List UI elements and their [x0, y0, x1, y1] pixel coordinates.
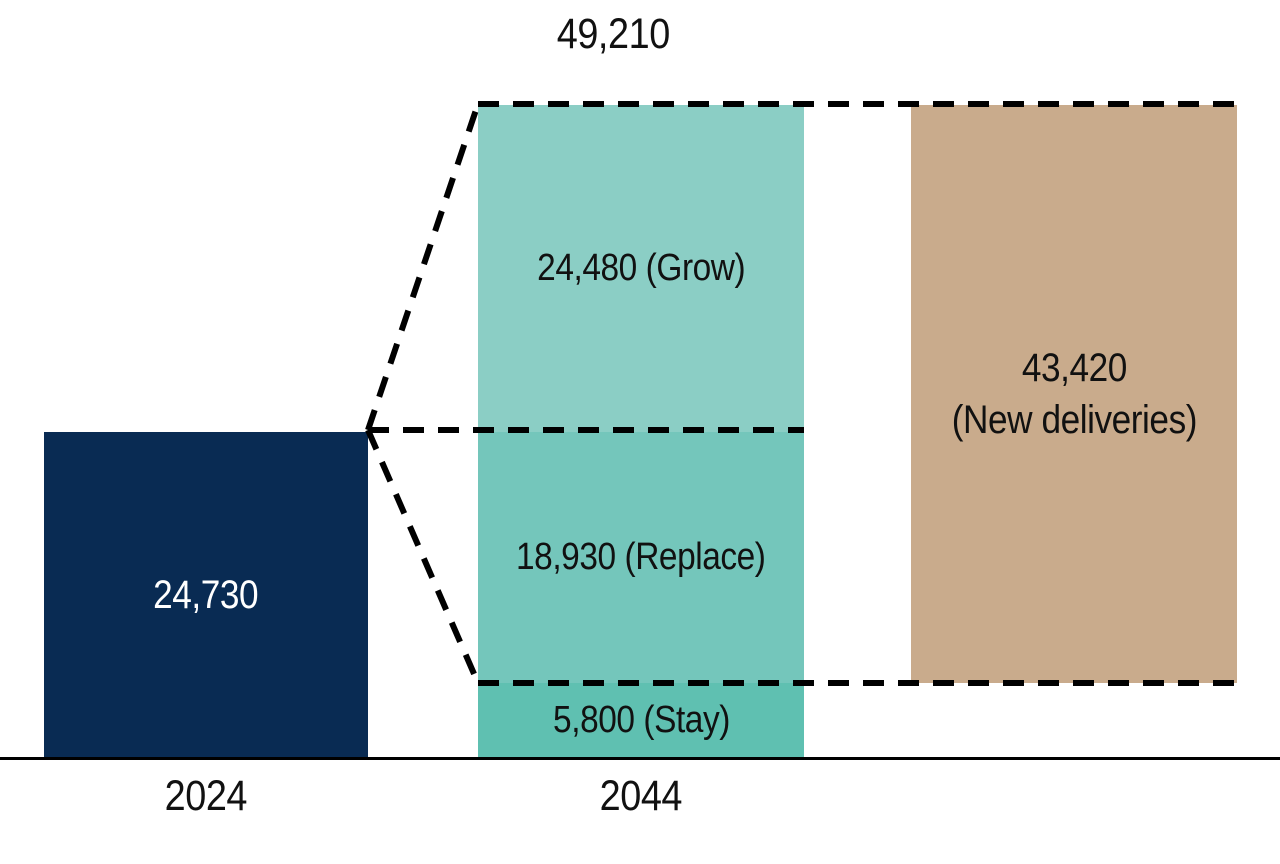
connector-diagonal-up: [365, 103, 481, 431]
bar-new-deliveries-caption: (New deliveries): [951, 398, 1197, 442]
x-tick-2044: 2044: [478, 772, 804, 821]
segment-replace: 18,930 (Replace): [478, 432, 804, 683]
bar-2024-value-label: 24,730: [153, 572, 259, 617]
segment-stay-label: 5,800 (Stay): [552, 699, 730, 741]
bar-new-deliveries: 43,420 (New deliveries): [911, 105, 1237, 683]
connector-diagonal-down: [365, 428, 481, 685]
total-2044-label: 49,210: [448, 10, 778, 59]
bar-new-deliveries-value: 43,420: [1021, 346, 1127, 390]
bar-2024: 24,730: [44, 432, 368, 758]
segment-grow: 24,480 (Grow): [478, 105, 804, 432]
x-tick-2024-text: 2024: [164, 772, 248, 820]
total-2044-value: 49,210: [556, 10, 670, 58]
segment-grow-label: 24,480 (Grow): [536, 247, 746, 289]
segment-replace-label: 18,930 (Replace): [516, 536, 766, 578]
segment-stay: 5,800 (Stay): [478, 683, 804, 758]
bar-new-deliveries-label: 43,420 (New deliveries): [951, 342, 1197, 446]
x-tick-2024: 2024: [44, 772, 368, 821]
x-tick-2044-text: 2044: [599, 772, 683, 820]
